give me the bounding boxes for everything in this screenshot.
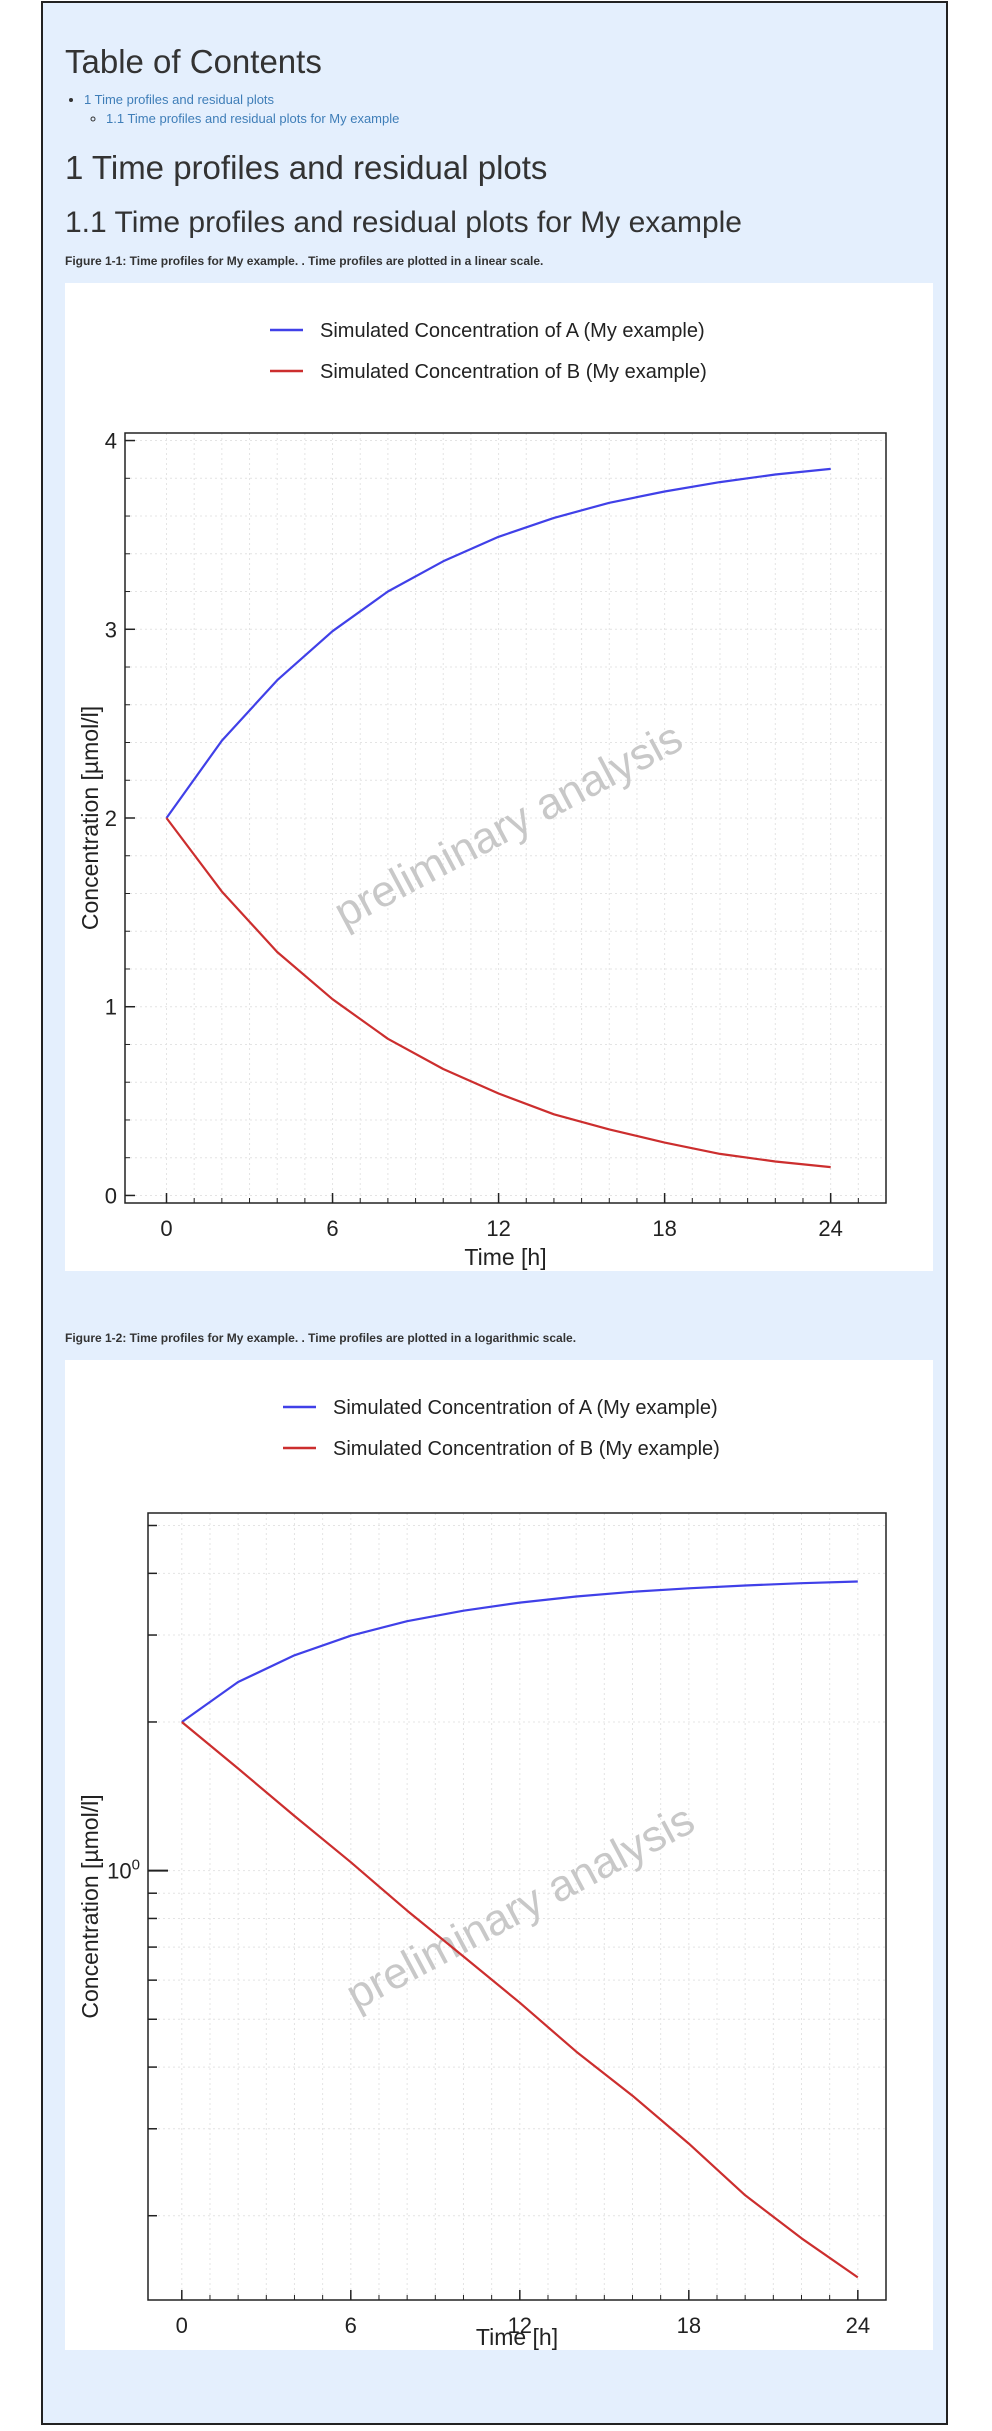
x-tick-label: 0 bbox=[176, 2313, 188, 2338]
x-tick-label: 24 bbox=[818, 1216, 842, 1241]
legend-label: Simulated Concentration of A (My example… bbox=[333, 1397, 718, 1419]
figure-2: Simulated Concentration of A (My example… bbox=[65, 1360, 933, 2350]
legend-label: Simulated Concentration of B (My example… bbox=[333, 1438, 720, 1460]
plot-frame bbox=[147, 1512, 887, 2301]
x-tick-label: 12 bbox=[486, 1216, 510, 1241]
x-tick-label: 18 bbox=[677, 2313, 701, 2338]
toc-subitem: 1.1 Time profiles and residual plots for… bbox=[106, 109, 399, 128]
y-tick-label-exponent: 0 bbox=[132, 1857, 140, 1874]
toc-sublist: 1.1 Time profiles and residual plots for… bbox=[84, 109, 399, 128]
series-line-a bbox=[181, 1580, 858, 1723]
linear-time-profile-chart: Simulated Concentration of A (My example… bbox=[77, 320, 887, 1270]
y-axis-label: Concentration [µmol/l] bbox=[77, 1794, 103, 2018]
report-page: Table of Contents 1 Time profiles and re… bbox=[41, 1, 948, 2425]
figure-1: Simulated Concentration of A (My example… bbox=[65, 283, 933, 1271]
figure-1-caption: Figure 1-1: Time profiles for My example… bbox=[65, 254, 544, 268]
x-tick-label: 24 bbox=[846, 2313, 870, 2338]
watermark: preliminary analysis bbox=[326, 713, 690, 938]
y-tick-label: 2 bbox=[105, 806, 117, 831]
y-tick-label: 0 bbox=[105, 1183, 117, 1208]
legend-label: Simulated Concentration of B (My example… bbox=[320, 361, 707, 383]
y-axis-label: Concentration [µmol/l] bbox=[77, 706, 103, 930]
series-line-b bbox=[181, 1721, 859, 2279]
x-tick-label: 18 bbox=[652, 1216, 676, 1241]
toc-link-section-1-1[interactable]: 1.1 Time profiles and residual plots for… bbox=[106, 111, 400, 126]
series-line-a bbox=[165, 467, 831, 819]
x-tick-label: 6 bbox=[326, 1216, 338, 1241]
y-tick-label: 4 bbox=[105, 429, 117, 454]
y-tick-label: 100 bbox=[107, 1857, 140, 1884]
x-tick-label: 0 bbox=[160, 1216, 172, 1241]
toc-item: 1 Time profiles and residual plots 1.1 T… bbox=[84, 90, 399, 128]
toc-link-section-1[interactable]: 1 Time profiles and residual plots bbox=[84, 92, 275, 107]
subsection-title: 1.1 Time profiles and residual plots for… bbox=[65, 206, 742, 239]
x-axis-label: Time [h] bbox=[476, 2324, 558, 2350]
y-tick-label: 3 bbox=[105, 617, 117, 642]
section-title: 1 Time profiles and residual plots bbox=[65, 149, 548, 186]
y-tick-label: 1 bbox=[105, 995, 117, 1020]
y-tick-label-base: 10 bbox=[107, 1859, 131, 1884]
x-tick-label: 12 bbox=[508, 2313, 532, 2338]
toc-title: Table of Contents bbox=[65, 43, 322, 80]
figure-2-caption: Figure 1-2: Time profiles for My example… bbox=[65, 1331, 577, 1345]
x-axis-label: Time [h] bbox=[464, 1244, 546, 1270]
x-tick-label: 6 bbox=[345, 2313, 357, 2338]
series-line-b bbox=[165, 817, 831, 1169]
log-time-profile-chart: Simulated Concentration of A (My example… bbox=[77, 1397, 887, 2350]
toc-list: 1 Time profiles and residual plots 1.1 T… bbox=[65, 90, 399, 128]
legend-label: Simulated Concentration of A (My example… bbox=[320, 320, 705, 342]
